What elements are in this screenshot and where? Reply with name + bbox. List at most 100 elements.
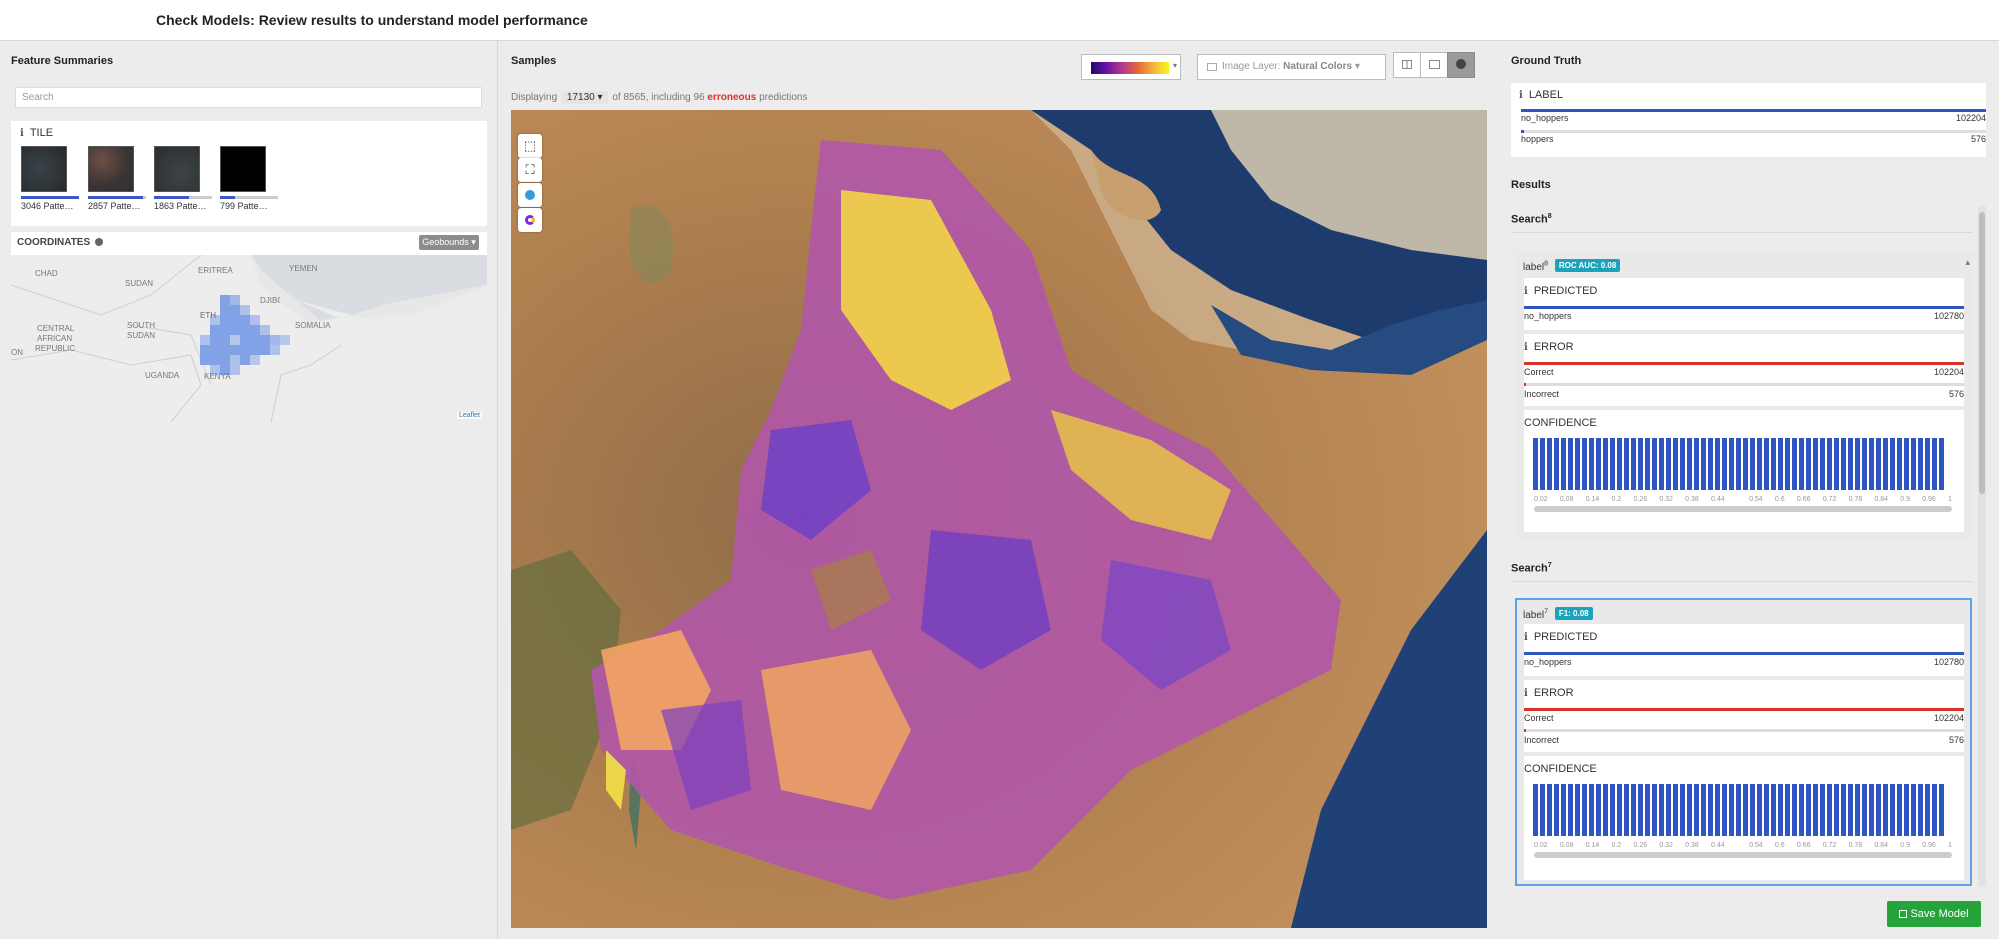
confidence-section: CONFIDENCE 0.02 0.08 0.14 0.2 0.26 0.32 0.38 0.…: [1524, 410, 1964, 532]
histogram-bar: [1617, 784, 1622, 836]
floppy-disk-icon: [1899, 910, 1908, 918]
predicted-section: i PREDICTED no_hoppers 102780: [1524, 278, 1964, 330]
map-place-label: SOUTH: [127, 321, 155, 330]
histogram-bar: [1792, 438, 1797, 490]
histogram-bar: [1631, 784, 1636, 836]
colormap-dropdown[interactable]: ▾: [1081, 54, 1181, 80]
predicted-heading: PREDICTED: [1533, 285, 1598, 297]
colormap-control-icon[interactable]: [518, 208, 542, 232]
histogram-bar: [1890, 438, 1895, 490]
displaying-summary: Displaying 17130 ▾ of 8565, including 96…: [511, 91, 808, 104]
confidence-range-slider[interactable]: [1534, 852, 1952, 858]
leaflet-attribution[interactable]: Leaflet: [456, 412, 482, 419]
confidence-ticks: 0.02 0.08 0.14 0.2 0.26 0.32 0.38 0.44 0.54 0.6 0.…: [1534, 842, 1952, 849]
tile-label: 3046 Patte…: [21, 201, 74, 211]
map-place-label: ERITREA: [198, 266, 233, 275]
results-scrollbar-track[interactable]: [1978, 206, 1986, 886]
metric-badge: ROC AUC: 0.08: [1554, 259, 1621, 272]
tick-label: 0.78: [1848, 496, 1863, 503]
search-7-divider: [1511, 581, 1973, 582]
incorrect-bar-track: [1524, 383, 1964, 386]
histogram-bar: [1876, 438, 1881, 490]
histogram-bar: [1645, 784, 1650, 836]
tile-thumbnail[interactable]: [88, 146, 134, 192]
coordinates-minimap[interactable]: CHAD ERITREA YEMEN SUDAN DJIBOUTI CENTRA…: [11, 255, 487, 422]
globe-icon: [1456, 59, 1466, 69]
histogram-bar: [1624, 784, 1629, 836]
incorrect-bar-track: [1524, 729, 1964, 732]
histogram-bar: [1575, 784, 1580, 836]
histogram-bar: [1736, 784, 1741, 836]
samples-map[interactable]: ⬚ ⛶: [511, 110, 1487, 928]
tick-label: 0.6: [1774, 842, 1785, 849]
histogram-bar: [1540, 784, 1545, 836]
error-section: i ERROR Correct 102204 Incorrect 576: [1524, 680, 1964, 752]
histogram-bar: [1862, 438, 1867, 490]
results-scrollbar-thumb[interactable]: [1979, 212, 1985, 494]
tile-thumbnail[interactable]: [21, 146, 67, 192]
histogram-bar: [1813, 438, 1818, 490]
tick-label: 0.32: [1659, 842, 1673, 849]
map-place-label: AFRICAN: [37, 334, 73, 343]
image-icon: [1207, 63, 1217, 71]
tick-label: 0.44: [1711, 496, 1725, 503]
histogram-bar: [1883, 438, 1888, 490]
map-place-label: SOMALIA: [295, 321, 331, 330]
search-8-header[interactable]: Search8: [1511, 213, 1552, 226]
erroneous-label[interactable]: erroneous: [707, 92, 757, 103]
model-label[interactable]: label7 F1: 0.08: [1523, 607, 1593, 621]
histogram-bar: [1806, 438, 1811, 490]
image-view-button[interactable]: [1420, 52, 1448, 78]
histogram-bar: [1869, 784, 1874, 836]
histogram-bar: [1673, 784, 1678, 836]
fullscreen-icon[interactable]: ⛶: [518, 158, 542, 182]
histogram-bar: [1561, 784, 1566, 836]
histogram-bar: [1904, 784, 1909, 836]
histogram-bar: [1652, 438, 1657, 490]
minimap-svg: [11, 255, 487, 422]
tile-label: 799 Patte…: [220, 201, 268, 211]
globe-control-icon[interactable]: [518, 183, 542, 207]
confidence-range-slider[interactable]: [1534, 506, 1952, 512]
incorrect-label: Incorrect: [1524, 389, 1560, 399]
histogram-bar: [1911, 438, 1916, 490]
metric-badge: F1: 0.08: [1554, 607, 1593, 620]
tick-label: 0.32: [1659, 496, 1673, 503]
tile-count-bar: [220, 196, 278, 199]
search-7-header[interactable]: Search7: [1511, 562, 1552, 575]
tick-label: 0.2: [1611, 842, 1622, 849]
confidence-histogram[interactable]: [1533, 784, 1951, 836]
histogram-bar: [1610, 784, 1615, 836]
displaying-count-dropdown[interactable]: 17130 ▾: [561, 91, 608, 104]
histogram-bar: [1834, 784, 1839, 836]
tick-label: 1: [1948, 842, 1952, 849]
map-place-label: SUDAN: [127, 331, 156, 340]
search-input[interactable]: Search: [15, 87, 482, 108]
histogram-bar: [1547, 438, 1552, 490]
select-area-icon[interactable]: ⬚: [518, 134, 542, 158]
tile-thumbnail[interactable]: [220, 146, 266, 192]
histogram-bar: [1890, 784, 1895, 836]
geobounds-dropdown[interactable]: Geobounds ▾: [419, 235, 479, 250]
info-icon: i: [1524, 632, 1528, 643]
info-icon: i: [1524, 688, 1528, 699]
image-layer-dropdown[interactable]: Image Layer: Natural Colors ▾: [1197, 54, 1386, 80]
save-model-button[interactable]: Save Model: [1887, 901, 1981, 927]
tick-label: 0.96: [1922, 842, 1936, 849]
histogram-bar: [1848, 438, 1853, 490]
histogram-bar: [1862, 784, 1867, 836]
split-view-button[interactable]: [1393, 52, 1421, 78]
tile-header: i TILE: [20, 127, 53, 139]
correct-value: 102204: [1933, 713, 1964, 723]
gt-row-label: no_hoppers: [1521, 113, 1569, 123]
histogram-bar: [1883, 784, 1888, 836]
histogram-bar: [1764, 784, 1769, 836]
tile-thumbnail[interactable]: [154, 146, 200, 192]
confidence-histogram[interactable]: [1533, 438, 1951, 490]
chevron-up-icon[interactable]: ▴: [1965, 257, 1970, 267]
histogram-bar: [1841, 438, 1846, 490]
model-label[interactable]: label8 ROC AUC: 0.08: [1523, 259, 1621, 273]
gt-row-label: hoppers: [1521, 134, 1554, 144]
map-view-button[interactable]: [1447, 52, 1475, 78]
feature-summaries-title: Feature Summaries: [11, 55, 114, 67]
